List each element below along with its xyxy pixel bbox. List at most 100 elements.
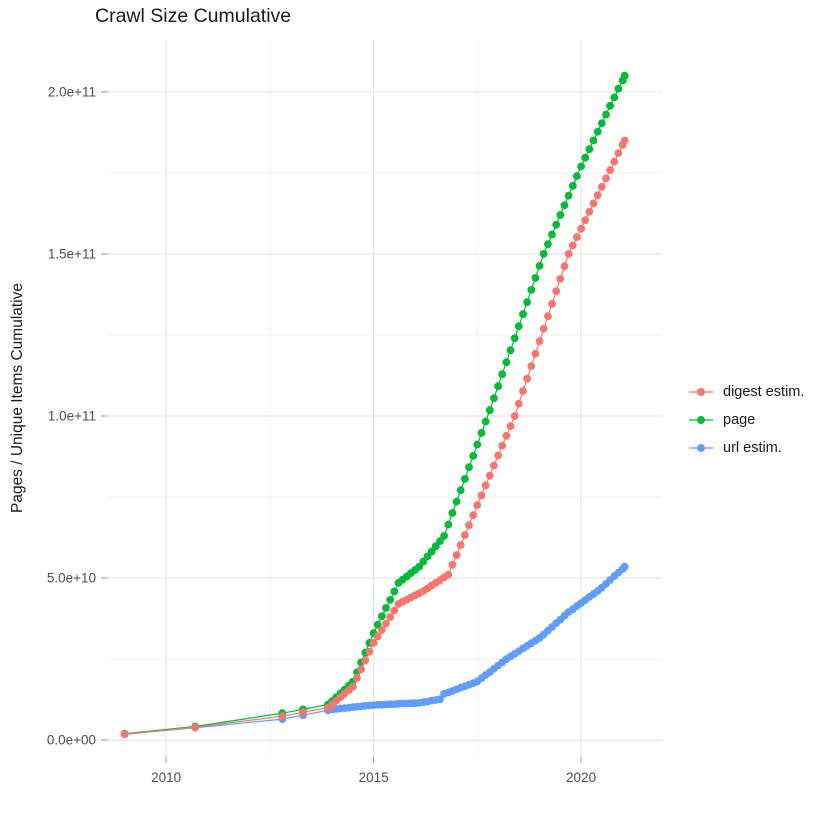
data-point-digest-estim: [577, 224, 585, 233]
data-point-digest-estim: [477, 491, 486, 500]
data-point-digest-estim: [573, 233, 581, 242]
data-point-page: [552, 220, 561, 229]
data-point-digest-estim: [620, 136, 629, 145]
data-point-page: [390, 587, 399, 596]
data-point-page: [452, 497, 461, 506]
data-point-page: [523, 298, 531, 307]
data-point-page: [481, 417, 490, 426]
y-tick-label: 0.0e+00: [47, 733, 96, 748]
data-point-page: [568, 182, 577, 190]
data-point-page: [589, 136, 598, 145]
legend-key-icon: [689, 443, 713, 452]
data-point-page: [556, 211, 565, 219]
data-point-digest-estim: [560, 262, 569, 271]
data-point-page: [440, 532, 448, 540]
data-point-digest-estim: [585, 207, 594, 216]
data-point-digest-estim: [564, 250, 573, 258]
data-point-page: [494, 382, 502, 391]
data-point-digest-estim: [552, 287, 561, 296]
data-point-digest-estim: [498, 441, 507, 450]
series-url-estim: [120, 562, 629, 739]
data-point-page: [506, 346, 515, 355]
data-point-url-estim: [436, 695, 444, 704]
data-point-page: [502, 358, 511, 367]
data-point-page: [581, 153, 590, 162]
data-point-digest-estim: [456, 541, 465, 549]
data-point-digest-estim: [378, 626, 386, 634]
legend-item-digest-estim: digest estim.: [688, 381, 804, 402]
data-point-page: [577, 162, 585, 171]
data-point-page: [444, 520, 453, 529]
data-point-page: [477, 429, 486, 437]
data-point-digest-estim: [610, 157, 619, 166]
legend-label: page: [723, 411, 756, 428]
data-point-digest-estim: [597, 182, 606, 191]
y-tick-label: 1.5e+11: [48, 246, 96, 261]
data-point-page: [606, 101, 614, 110]
data-point-digest-estim: [527, 362, 536, 370]
data-point-digest-estim: [299, 708, 307, 717]
data-point-digest-estim: [581, 216, 590, 225]
data-point-page: [573, 172, 581, 181]
data-point-digest-estim: [544, 312, 552, 321]
data-point-page: [469, 452, 478, 460]
data-point-page: [527, 286, 536, 294]
data-point-digest-estim: [452, 551, 461, 559]
data-point-digest-estim: [373, 632, 382, 641]
data-point-page: [531, 274, 540, 282]
data-point-page: [585, 145, 594, 154]
data-point-page: [431, 542, 440, 551]
data-point-page: [510, 334, 519, 343]
data-point-digest-estim: [589, 199, 598, 208]
data-point-digest-estim: [361, 656, 370, 665]
data-point-digest-estim: [519, 387, 527, 395]
data-point-digest-estim: [386, 613, 395, 621]
data-point-digest-estim: [461, 531, 469, 539]
legend: digest estim. page url estim.: [688, 381, 804, 458]
data-point-digest-estim: [365, 647, 374, 656]
data-point-page: [548, 230, 556, 239]
data-point-digest-estim: [606, 166, 614, 174]
data-point-page: [535, 262, 544, 270]
data-point-digest-estim: [523, 374, 531, 383]
data-point-page: [539, 250, 548, 258]
data-point-page: [593, 127, 602, 136]
data-point-digest-estim: [531, 349, 540, 358]
data-point-page: [498, 370, 507, 379]
data-point-page: [602, 110, 610, 119]
data-point-page: [519, 310, 527, 319]
data-point-page: [415, 562, 424, 571]
y-tick-label: 2.0e+11: [48, 84, 96, 99]
data-point-digest-estim: [448, 560, 457, 569]
data-point-page: [473, 440, 482, 449]
data-point-page: [382, 604, 390, 612]
data-point-digest-estim: [548, 300, 556, 308]
data-point-digest-estim: [568, 241, 577, 250]
data-point-digest-estim: [593, 191, 602, 200]
data-point-digest-estim: [614, 149, 623, 158]
data-point-digest-estim: [510, 412, 519, 420]
data-point-page: [448, 509, 457, 517]
x-tick-label: 2015: [359, 770, 389, 785]
data-point-digest-estim: [469, 511, 478, 520]
data-point-page: [456, 486, 465, 495]
data-point-page: [560, 201, 569, 210]
data-point-page: [597, 119, 606, 128]
gridlines-minor: [108, 40, 662, 757]
data-point-digest-estim: [502, 431, 511, 440]
data-point-page: [514, 322, 523, 331]
data-point-digest-estim: [514, 399, 523, 408]
data-point-digest-estim: [506, 422, 515, 430]
data-point-page: [614, 84, 623, 93]
data-point-url-estim: [620, 562, 629, 571]
y-axis-labels: 0.0e+00 5.0e+10 1.0e+11 1.5e+11 2.0e+11: [47, 84, 96, 747]
gridlines-major: [108, 40, 662, 757]
data-point-page: [378, 612, 386, 621]
data-point-digest-estim: [535, 337, 544, 345]
legend-item-url-estim: url estim.: [688, 437, 804, 458]
series-line-url-estim: [124, 566, 626, 735]
data-point-page: [620, 71, 629, 80]
data-point-digest-estim: [490, 461, 498, 470]
